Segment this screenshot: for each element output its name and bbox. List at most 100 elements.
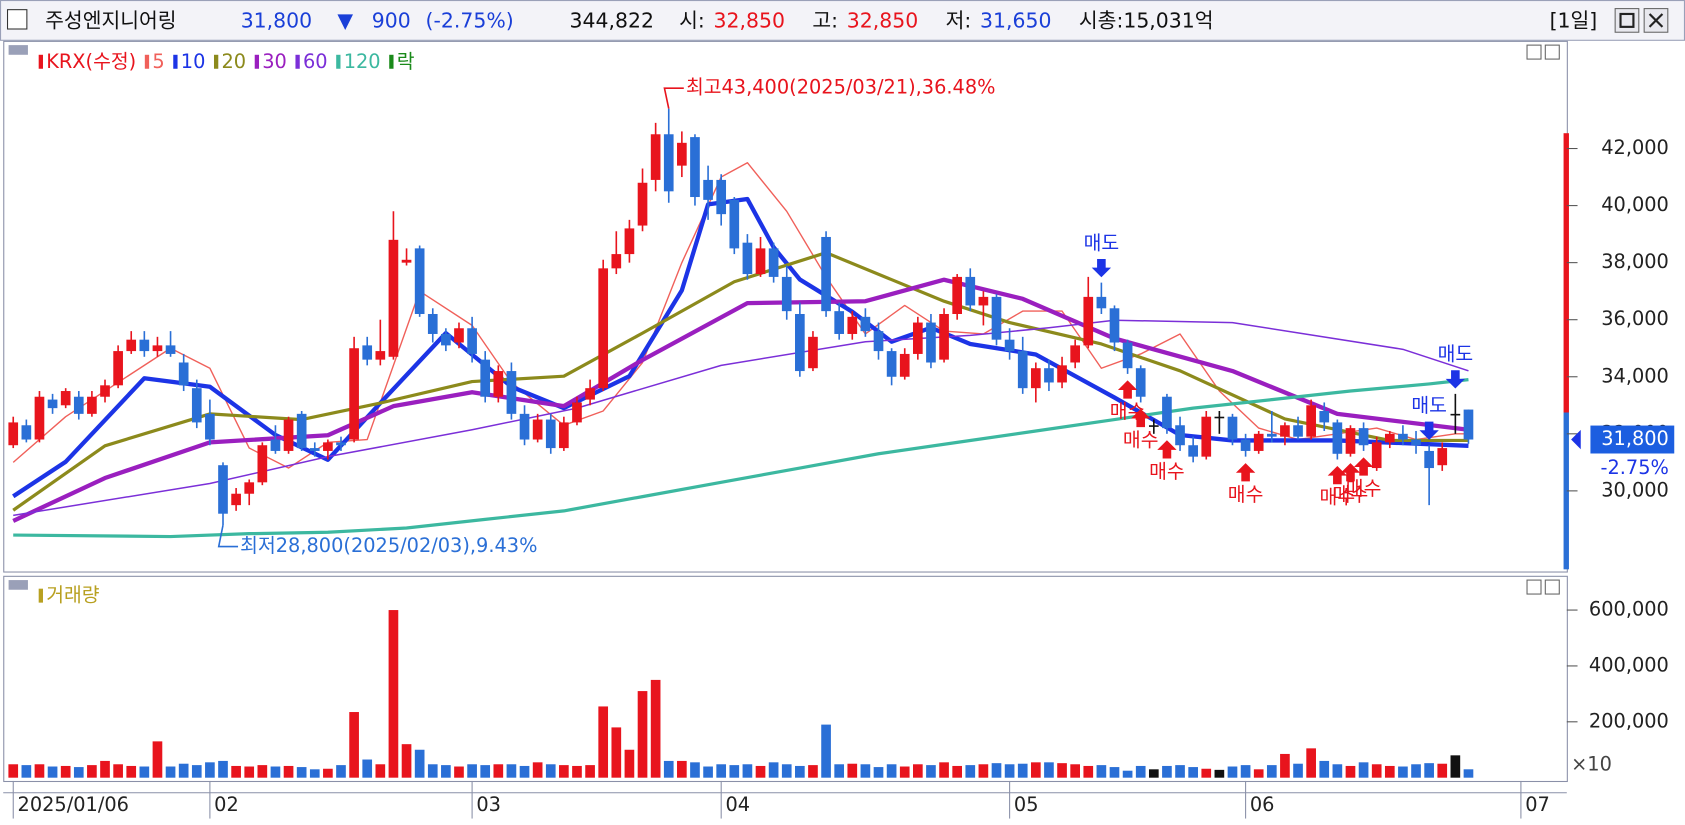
- candle-body: [834, 311, 845, 334]
- candle-body: [768, 248, 779, 277]
- panel-handle[interactable]: [8, 45, 28, 55]
- candle-body: [8, 422, 19, 446]
- candle-body: [532, 419, 543, 440]
- candle-body: [755, 248, 766, 275]
- candle-body: [1306, 405, 1316, 437]
- panel-close[interactable]: [1544, 579, 1560, 595]
- candle-body: [60, 391, 71, 406]
- candle-body: [1070, 345, 1080, 363]
- buy-arrow: [1327, 465, 1348, 485]
- candle-body: [270, 439, 281, 451]
- candle-body: [257, 445, 268, 483]
- sell-arrow: [1445, 370, 1466, 389]
- candle-body: [860, 316, 871, 332]
- volume-bar: [965, 765, 976, 778]
- candle-body: [873, 331, 884, 352]
- stock-name: 주성엔지니어링: [45, 8, 176, 32]
- volume-bar: [572, 765, 582, 778]
- volume-bar: [1424, 763, 1434, 778]
- restore-button[interactable]: [1614, 8, 1640, 33]
- candle-body: [677, 142, 687, 166]
- y-tick-label: 200,000: [1589, 709, 1669, 732]
- candle-body: [427, 313, 438, 334]
- candle-body: [21, 425, 32, 440]
- candle-body: [650, 134, 661, 180]
- volume: 344,822: [570, 8, 654, 32]
- candle-body: [1293, 425, 1303, 437]
- volume-bar: [860, 764, 871, 778]
- volume-bar: [1148, 769, 1159, 778]
- volume-bar: [1227, 766, 1238, 778]
- volume-bar: [1266, 765, 1277, 778]
- volume-bar: [231, 765, 241, 778]
- volume-bar: [1411, 764, 1421, 778]
- volume-bar: [60, 765, 71, 778]
- sell-arrow: [1091, 258, 1112, 278]
- volume-bar: [663, 760, 674, 778]
- legend-label: 30: [262, 50, 287, 73]
- volume-bar: [100, 760, 110, 778]
- y-tick-label: 36,000: [1601, 307, 1669, 330]
- candle-body: [1411, 439, 1421, 446]
- candle-body: [1109, 308, 1120, 343]
- volume-bar: [349, 712, 359, 778]
- candle-body: [781, 276, 792, 312]
- candle-body: [47, 399, 58, 409]
- legend-marker: [389, 54, 394, 69]
- legend-label: 10: [181, 50, 206, 73]
- volume-bar: [1083, 765, 1094, 778]
- volume-bar: [191, 765, 202, 778]
- volume-bar: [1070, 764, 1080, 778]
- candle-body: [113, 351, 123, 386]
- period[interactable]: [1일]: [1550, 8, 1598, 32]
- volume-bar: [1122, 770, 1133, 778]
- volume-bar: [165, 766, 176, 778]
- x-tick-label: 02: [214, 793, 239, 816]
- buy-label: 매수: [1346, 477, 1382, 500]
- checkbox[interactable]: [6, 9, 28, 30]
- y-tick-label: 34,000: [1601, 364, 1669, 387]
- volume-bar: [1332, 764, 1343, 778]
- volume-bar: [716, 764, 727, 778]
- volume-bar: [21, 765, 32, 778]
- panel-max[interactable]: [1526, 44, 1542, 60]
- candle-body: [585, 388, 595, 400]
- volume-bar: [270, 766, 281, 778]
- last-price-pointer: [1571, 429, 1581, 450]
- panel-close[interactable]: [1544, 44, 1560, 60]
- buy-arrow: [1131, 408, 1151, 428]
- volume-bar: [677, 760, 687, 778]
- volume-bar: [821, 724, 831, 778]
- volume-bar: [257, 765, 268, 778]
- panel-handle[interactable]: [8, 580, 28, 590]
- volume-bar: [1398, 766, 1408, 778]
- volume-bar: [1293, 763, 1303, 778]
- x-tick-label: 04: [725, 793, 750, 816]
- panel-max[interactable]: [1526, 579, 1542, 595]
- last-price-label: 31,800: [1601, 427, 1669, 450]
- candle-body: [1280, 425, 1290, 437]
- ma-line: [12, 162, 1469, 469]
- volume-bar: [690, 762, 700, 778]
- volume-bar: [414, 749, 425, 778]
- volume-bar: [336, 765, 346, 778]
- candle-body: [401, 259, 412, 263]
- market-cap: 시총:15,031억: [1079, 8, 1214, 32]
- candle-body: [493, 371, 504, 397]
- candle-body: [165, 345, 176, 354]
- volume-title: 거래량: [46, 584, 100, 607]
- volume-bar: [598, 706, 609, 778]
- ma-line: [12, 251, 1469, 512]
- close-icon: [1648, 13, 1664, 28]
- x-tick-label: 05: [1014, 793, 1039, 816]
- candle-body: [506, 371, 517, 414]
- candle-body: [1358, 428, 1369, 446]
- candle-body: [454, 328, 464, 343]
- candle-body: [703, 179, 713, 200]
- candle-body: [821, 236, 831, 312]
- volume-bar: [362, 759, 373, 778]
- candle-body: [336, 442, 346, 446]
- candle-body: [87, 396, 97, 414]
- volume-bar: [1240, 765, 1251, 778]
- candle-body: [388, 239, 399, 357]
